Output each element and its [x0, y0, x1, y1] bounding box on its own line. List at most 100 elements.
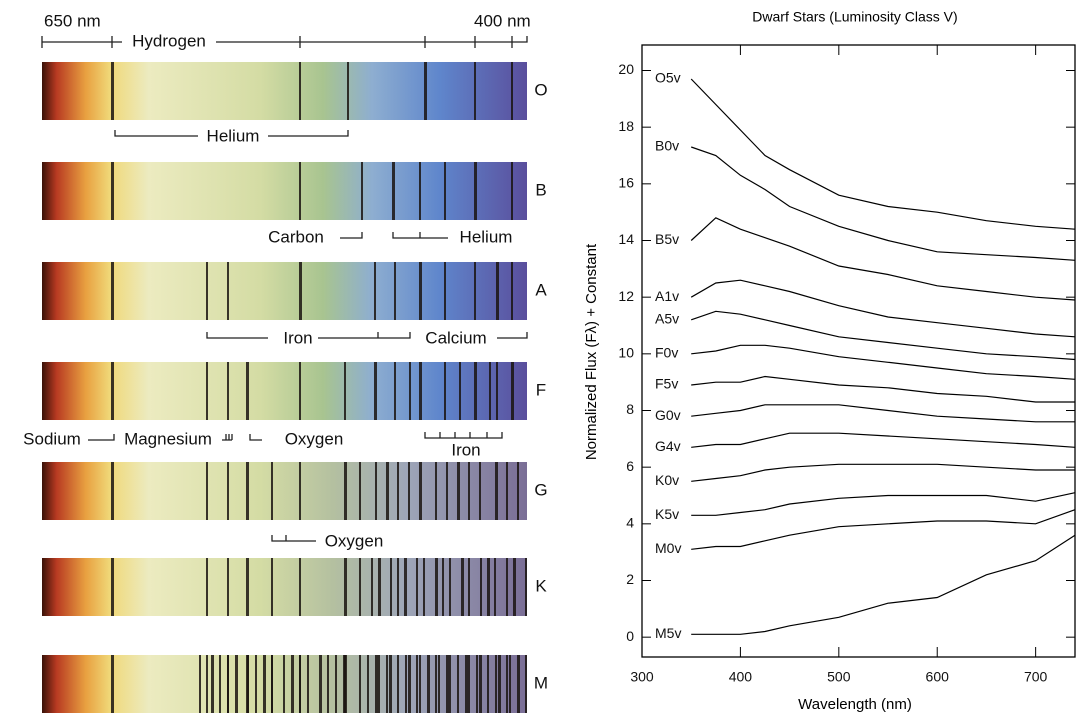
- series-label: M5v: [655, 625, 681, 641]
- absorption-line: [327, 655, 329, 713]
- absorption-line: [408, 462, 410, 520]
- absorption-line: [394, 362, 396, 420]
- wavelength-label: 650 nm: [44, 11, 101, 30]
- absorption-line: [263, 655, 266, 713]
- line-chart: Dwarf Stars (Luminosity Class V) Wavelen…: [583, 9, 1076, 713]
- absorption-line: [344, 462, 347, 520]
- absorption-line: [299, 655, 301, 713]
- absorption-line: [397, 558, 399, 616]
- absorption-line: [498, 655, 501, 713]
- absorption-line: [461, 558, 464, 616]
- absorption-line: [409, 362, 411, 420]
- absorption-line: [335, 655, 337, 713]
- element-label: Hydrogen: [132, 31, 206, 50]
- absorption-line: [299, 362, 301, 420]
- absorption-line: [468, 655, 470, 713]
- absorption-line: [404, 558, 407, 616]
- absorption-line: [476, 655, 478, 713]
- class-label: G: [534, 480, 547, 499]
- absorption-line: [111, 262, 114, 320]
- x-tick-label: 500: [827, 669, 851, 685]
- x-tick-label: 400: [729, 669, 753, 685]
- absorption-line: [517, 655, 520, 713]
- absorption-line: [271, 462, 273, 520]
- spectrum-line: [691, 375, 1075, 403]
- element-label: Helium: [207, 126, 260, 145]
- absorption-line: [487, 558, 490, 616]
- absorption-line: [513, 558, 516, 616]
- absorption-line: [435, 655, 437, 713]
- y-tick-label: 18: [618, 118, 634, 134]
- absorption-line: [474, 262, 476, 320]
- absorption-line: [496, 262, 499, 320]
- bracket: [41, 36, 528, 48]
- y-tick-label: 2: [626, 571, 634, 587]
- element-label: Carbon: [268, 227, 324, 246]
- class-label: M: [534, 673, 548, 692]
- absorption-line: [389, 655, 392, 713]
- bracket: [340, 232, 363, 239]
- absorption-line: [378, 558, 381, 616]
- absorption-line: [517, 462, 519, 520]
- series-label: M0v: [655, 540, 681, 556]
- spectrum-line: [690, 217, 1076, 301]
- absorption-line: [405, 655, 407, 713]
- class-label: A: [535, 280, 547, 299]
- absorption-line: [449, 558, 451, 616]
- absorption-line: [419, 462, 422, 520]
- absorption-line: [489, 362, 491, 420]
- absorption-line: [427, 655, 430, 713]
- absorption-line: [449, 655, 451, 713]
- absorption-line: [511, 162, 513, 220]
- absorption-line: [419, 262, 422, 320]
- absorption-line: [361, 162, 363, 220]
- element-label: Helium: [460, 227, 513, 246]
- absorption-line: [227, 362, 229, 420]
- absorption-line: [199, 655, 201, 713]
- element-label: Sodium: [23, 429, 81, 448]
- bracket: [392, 232, 448, 239]
- series-label: A5v: [655, 311, 679, 327]
- absorption-line: [444, 162, 446, 220]
- absorption-line: [374, 362, 377, 420]
- series-label: A1v: [655, 288, 679, 304]
- x-tick-label: 600: [926, 669, 950, 685]
- bracket: [88, 434, 115, 441]
- absorption-line: [465, 655, 468, 713]
- absorption-line: [446, 462, 448, 520]
- spectrum-line: [690, 78, 1076, 230]
- absorption-line: [457, 655, 459, 713]
- absorption-line: [111, 558, 114, 616]
- bracket: [424, 432, 503, 439]
- absorption-line: [271, 655, 273, 713]
- absorption-line: [227, 655, 229, 713]
- absorption-line: [299, 62, 301, 120]
- absorption-line: [495, 462, 498, 520]
- absorption-line: [438, 655, 440, 713]
- absorption-line: [375, 655, 378, 713]
- absorption-line: [479, 655, 482, 713]
- y-tick-label: 14: [618, 231, 634, 247]
- element-label: Oxygen: [325, 531, 384, 550]
- class-label: F: [536, 380, 546, 399]
- spectrum-line: [691, 492, 1076, 516]
- absorption-line: [375, 462, 377, 520]
- plot-frame: [641, 44, 1076, 658]
- absorption-line: [416, 655, 418, 713]
- absorption-line: [444, 362, 446, 420]
- spectrum-line: [691, 344, 1076, 380]
- x-tick-label: 700: [1024, 669, 1048, 685]
- spectrum-strip: [42, 462, 527, 520]
- absorption-line: [386, 462, 389, 520]
- y-tick-label: 10: [618, 345, 634, 361]
- spectrum-line: [690, 279, 1076, 338]
- spectrum-line: [691, 310, 1076, 361]
- absorption-line: [390, 558, 392, 616]
- absorption-line: [111, 655, 114, 713]
- absorption-line: [480, 558, 482, 616]
- absorption-line: [442, 558, 444, 616]
- y-tick-label: 12: [618, 288, 634, 304]
- spectrum-strip: [42, 558, 527, 616]
- absorption-line: [511, 62, 513, 120]
